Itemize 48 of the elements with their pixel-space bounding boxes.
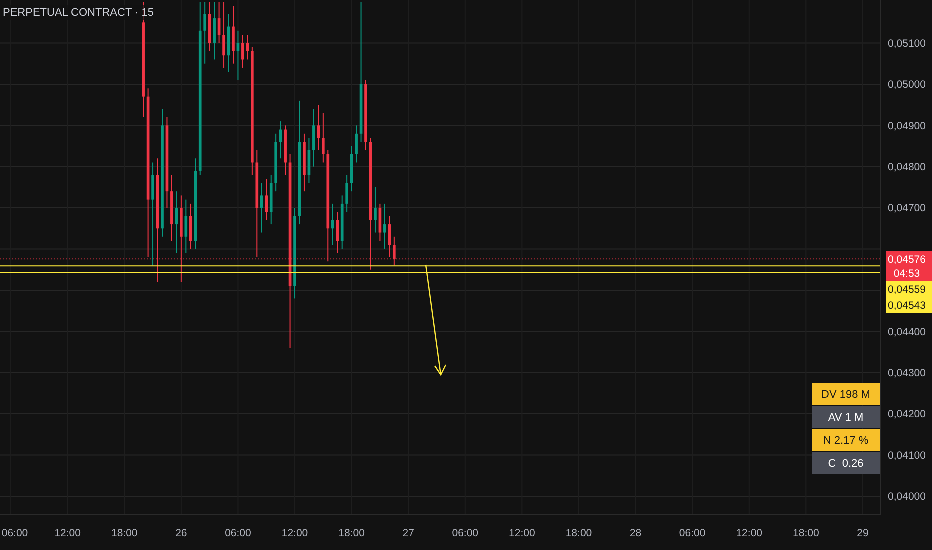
candlestick (222, 2, 226, 68)
annotation: C 0.26 (828, 458, 864, 470)
candlestick (322, 112, 325, 164)
legend-label: 0,04543 (888, 300, 926, 312)
candlestick (355, 125, 358, 164)
x-tick-label: 26 (176, 528, 188, 540)
x-tick-label: 18:00 (793, 528, 820, 540)
x-tick-label: 06:00 (679, 528, 706, 540)
text: 04:53 (894, 268, 920, 280)
x-tick-label: 12:00 (509, 528, 536, 540)
text: PERPETUAL CONTRACT · 15 (3, 7, 154, 19)
candlestick (204, 2, 207, 64)
annotation: DV 198 M (822, 388, 870, 401)
x-tick-label: 12:00 (282, 528, 308, 540)
candlestick (260, 182, 264, 234)
y-tick-label: 0,04300 (888, 368, 926, 380)
candlestick (384, 203, 386, 250)
annotation: AV 1 M (828, 412, 864, 424)
candlestick (184, 199, 188, 254)
x-tick-label: 18:00 (338, 528, 366, 540)
ref-line-label: 0,04576 (888, 254, 926, 266)
y-tick-label: 0,04900 (888, 120, 926, 132)
x-tick-label: 18:00 (566, 528, 592, 540)
candlestick (336, 212, 340, 254)
y-tick-label: 0,04800 (888, 162, 926, 174)
y-tick-label: 0,04700 (888, 202, 926, 215)
y-tick-label: 0,04400 (888, 326, 926, 338)
y-tick-label: 0,04200 (888, 408, 926, 421)
x-tick-label: 06:00 (2, 528, 28, 540)
ref-line-label: 0,04559 (888, 284, 926, 296)
candlestick (265, 178, 268, 221)
x-tick-label: 28 (630, 528, 642, 540)
candlestick (331, 203, 334, 246)
x-tick-label: 12:00 (54, 528, 82, 540)
x-tick-label: 29 (857, 528, 869, 540)
x-tick-label: 12:00 (736, 528, 763, 540)
x-tick-label: 06:00 (225, 528, 252, 540)
x-tick-label: 18:00 (111, 528, 138, 540)
x-tick-label: 27 (402, 528, 415, 540)
candlestick (374, 186, 377, 234)
y-tick-label: 0,04000 (888, 491, 926, 504)
candlestick (346, 174, 348, 213)
annotation: N 2.17 % (823, 434, 869, 447)
candlestick (242, 34, 244, 68)
y-tick-label: 0,05100 (888, 38, 926, 50)
x-tick-label: 06:00 (452, 528, 479, 540)
y-tick-label: 0,04100 (888, 450, 926, 462)
y-tick-label: 0,05000 (888, 79, 926, 92)
